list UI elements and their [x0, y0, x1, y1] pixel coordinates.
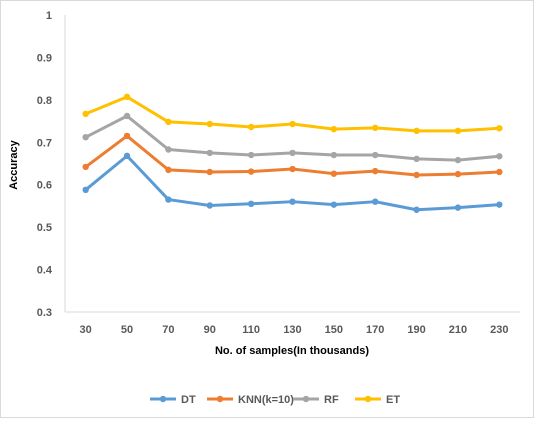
data-point	[206, 168, 213, 176]
legend-swatch-marker	[302, 395, 310, 403]
data-point	[206, 120, 213, 128]
data-point	[247, 123, 255, 131]
data-point	[496, 201, 503, 208]
data-point	[289, 120, 296, 128]
x-tick-label: 150	[325, 324, 343, 336]
data-point	[454, 204, 462, 211]
data-point	[247, 200, 255, 208]
y-tick-label: 0.8	[37, 95, 52, 107]
data-point	[247, 151, 255, 159]
data-point	[82, 186, 89, 194]
data-point	[413, 155, 420, 163]
data-point	[82, 133, 89, 141]
data-point	[496, 168, 503, 176]
x-tick-label: 70	[162, 324, 174, 336]
legend-label: KNN(k=10)	[238, 394, 294, 406]
x-tick-label: 30	[80, 324, 92, 336]
legend-label: DT	[181, 394, 196, 406]
y-axis-ticks: 0.3 0.4 0.5 0.6 0.7 0.8 0.9 1	[37, 10, 53, 319]
x-tick-label: 90	[204, 324, 216, 336]
data-point	[330, 170, 338, 177]
data-point	[82, 163, 89, 171]
data-point	[165, 166, 172, 174]
legend-item: KNN(k=10)	[207, 394, 294, 406]
y-tick-label: 0.3	[37, 307, 52, 319]
x-tick-label: 190	[407, 324, 425, 336]
y-tick-label: 1	[46, 10, 52, 22]
data-point	[165, 118, 172, 126]
data-point	[206, 202, 213, 209]
y-tick-label: 0.6	[37, 180, 52, 192]
data-point	[330, 125, 338, 133]
data-point	[330, 151, 338, 159]
x-tick-label: 210	[449, 324, 467, 336]
legend-label: ET	[386, 394, 400, 406]
legend: DT KNN(k=10) RF ET	[150, 394, 400, 406]
x-axis-ticks: 30 50 70 90 110 130 150 170 190 210 230	[80, 324, 509, 336]
x-tick-label: 130	[283, 324, 301, 336]
data-point	[372, 198, 379, 205]
data-point	[123, 152, 131, 160]
data-point	[372, 151, 379, 159]
data-point	[330, 201, 338, 208]
data-point	[372, 124, 379, 132]
legend-label: RF	[324, 394, 339, 406]
legend-item: ET	[355, 394, 400, 406]
data-point	[372, 167, 379, 175]
y-tick-label: 0.4	[37, 265, 53, 277]
y-tick-label: 0.9	[37, 52, 52, 64]
data-point	[454, 127, 462, 135]
data-point	[289, 165, 296, 173]
data-point	[413, 206, 420, 213]
series-et	[82, 93, 503, 135]
y-axis-title: Accuracy	[8, 139, 20, 189]
x-tick-label: 110	[242, 324, 260, 336]
data-point	[247, 168, 255, 175]
series-rf	[82, 112, 503, 164]
data-point	[165, 196, 172, 203]
x-tick-label: 50	[121, 324, 133, 336]
data-point	[413, 171, 420, 179]
legend-swatch-marker	[159, 395, 167, 403]
x-tick-label: 170	[366, 324, 384, 336]
data-point	[496, 153, 503, 160]
data-point	[496, 125, 503, 132]
data-point	[289, 149, 296, 157]
data-point	[289, 198, 296, 205]
data-point	[82, 110, 89, 118]
legend-item: DT	[150, 394, 196, 406]
x-tick-label: 230	[490, 324, 508, 336]
x-axis-title: No. of samples(In thousands)	[215, 345, 369, 357]
data-point	[454, 170, 462, 178]
data-point	[165, 146, 172, 153]
y-tick-label: 0.5	[37, 222, 52, 234]
data-point	[413, 127, 420, 135]
y-tick-label: 0.7	[37, 137, 52, 149]
data-point	[206, 149, 213, 157]
series-layer	[82, 93, 503, 213]
data-point	[454, 156, 462, 164]
data-point	[123, 112, 131, 120]
legend-item: RF	[293, 394, 339, 406]
legend-swatch-marker	[364, 395, 372, 403]
data-point	[123, 132, 131, 140]
data-point	[123, 93, 131, 101]
series-knn-k-10-	[82, 132, 503, 179]
legend-swatch-marker	[216, 395, 224, 403]
series-dt	[82, 152, 503, 213]
